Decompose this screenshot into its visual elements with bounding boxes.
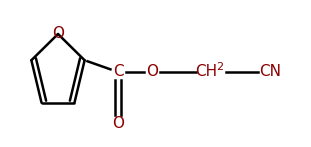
Text: CN: CN — [259, 65, 281, 80]
Text: C: C — [113, 65, 123, 80]
Text: CH: CH — [195, 65, 217, 80]
Text: O: O — [52, 26, 64, 41]
Text: 2: 2 — [216, 62, 224, 72]
Text: O: O — [146, 65, 158, 80]
Text: O: O — [112, 116, 124, 131]
